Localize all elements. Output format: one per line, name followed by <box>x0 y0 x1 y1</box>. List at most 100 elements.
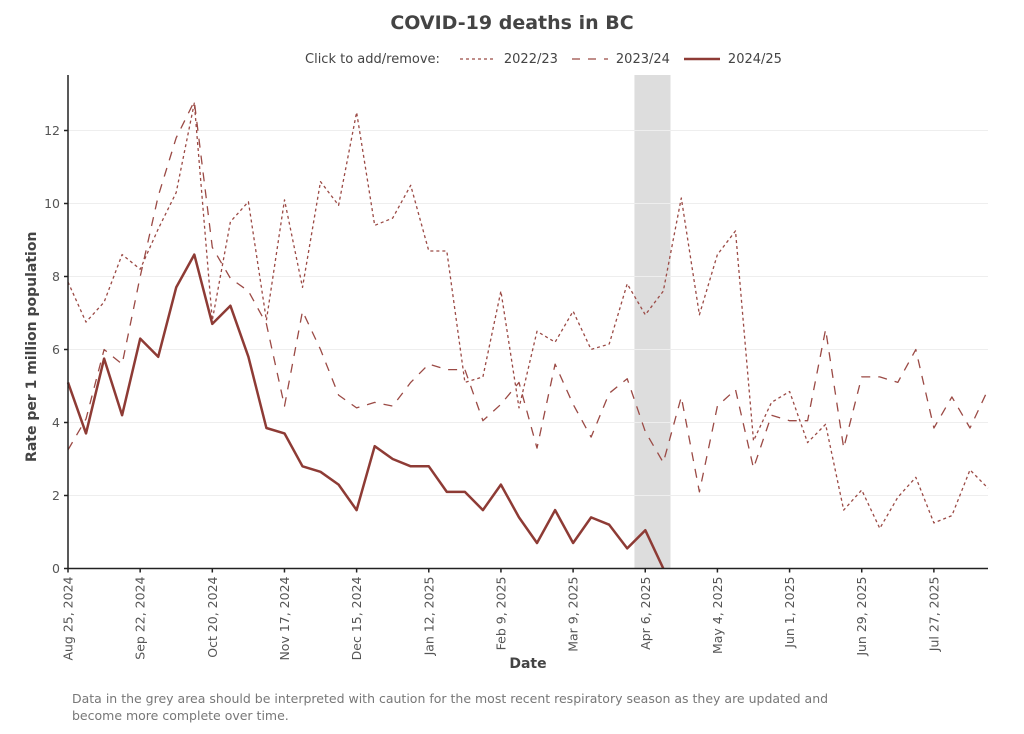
data-point[interactable] <box>173 284 179 290</box>
data-point[interactable] <box>462 367 468 373</box>
data-point[interactable] <box>245 199 251 205</box>
data-point[interactable] <box>354 405 360 411</box>
legend-item-2022-23[interactable]: 2022/23 <box>459 52 558 67</box>
data-point[interactable] <box>552 507 558 513</box>
data-point[interactable] <box>245 288 251 294</box>
data-point[interactable] <box>732 387 738 393</box>
data-point[interactable] <box>805 418 811 424</box>
data-point[interactable] <box>949 513 955 519</box>
data-point[interactable] <box>372 222 378 228</box>
data-point[interactable] <box>841 507 847 513</box>
data-point[interactable] <box>173 190 179 196</box>
data-point[interactable] <box>444 248 450 254</box>
data-point[interactable] <box>570 308 576 314</box>
data-point[interactable] <box>642 312 648 318</box>
data-point[interactable] <box>498 401 504 407</box>
data-point[interactable] <box>787 388 793 394</box>
data-point[interactable] <box>173 135 179 141</box>
data-point[interactable] <box>390 215 396 221</box>
data-point[interactable] <box>678 394 684 400</box>
data-point[interactable] <box>83 319 89 325</box>
data-point[interactable] <box>83 430 89 436</box>
data-point[interactable] <box>209 244 215 250</box>
data-point[interactable] <box>354 109 360 115</box>
data-point[interactable] <box>985 387 991 393</box>
data-point[interactable] <box>119 361 125 367</box>
series-line-2024-25[interactable] <box>66 253 665 570</box>
data-point[interactable] <box>480 418 486 424</box>
data-point[interactable] <box>209 321 215 327</box>
data-point[interactable] <box>787 418 793 424</box>
data-point[interactable] <box>732 228 738 234</box>
data-point[interactable] <box>462 489 468 495</box>
data-point[interactable] <box>967 467 973 473</box>
data-point[interactable] <box>750 465 756 471</box>
data-point[interactable] <box>949 394 955 400</box>
data-point[interactable] <box>859 374 865 380</box>
data-point[interactable] <box>516 379 522 385</box>
data-point[interactable] <box>318 347 324 353</box>
data-point[interactable] <box>606 390 612 396</box>
data-point[interactable] <box>624 281 630 287</box>
data-point[interactable] <box>137 274 143 280</box>
data-point[interactable] <box>606 522 612 528</box>
data-point[interactable] <box>155 226 161 232</box>
data-point[interactable] <box>624 545 630 551</box>
data-point[interactable] <box>552 339 558 345</box>
data-point[interactable] <box>227 303 233 309</box>
data-point[interactable] <box>137 336 143 342</box>
data-point[interactable] <box>588 514 594 520</box>
data-point[interactable] <box>263 425 269 431</box>
data-point[interactable] <box>913 474 919 480</box>
data-point[interactable] <box>660 288 666 294</box>
data-point[interactable] <box>191 252 197 258</box>
data-point[interactable] <box>931 425 937 431</box>
data-point[interactable] <box>769 412 775 418</box>
data-point[interactable] <box>281 403 287 409</box>
legend-item-2023-24[interactable]: 2023/24 <box>571 52 670 67</box>
data-point[interactable] <box>678 195 684 201</box>
data-point[interactable] <box>534 540 540 546</box>
data-point[interactable] <box>714 403 720 409</box>
data-point[interactable] <box>318 469 324 475</box>
data-point[interactable] <box>318 179 324 185</box>
data-point[interactable] <box>408 463 414 469</box>
data-point[interactable] <box>480 507 486 513</box>
data-point[interactable] <box>462 379 468 385</box>
data-point[interactable] <box>877 374 883 380</box>
data-point[interactable] <box>336 482 342 488</box>
data-point[interactable] <box>642 429 648 435</box>
data-point[interactable] <box>300 284 306 290</box>
data-point[interactable] <box>300 463 306 469</box>
data-point[interactable] <box>498 482 504 488</box>
data-point[interactable] <box>372 443 378 449</box>
data-point[interactable] <box>516 514 522 520</box>
data-point[interactable] <box>841 445 847 451</box>
data-point[interactable] <box>227 275 233 281</box>
data-point[interactable] <box>931 520 937 526</box>
data-point[interactable] <box>245 354 251 360</box>
series-line-2023-24[interactable] <box>67 100 989 493</box>
data-point[interactable] <box>227 219 233 225</box>
data-point[interactable] <box>444 367 450 373</box>
data-point[interactable] <box>101 347 107 353</box>
data-point[interactable] <box>588 347 594 353</box>
data-point[interactable] <box>805 440 811 446</box>
data-point[interactable] <box>390 403 396 409</box>
data-point[interactable] <box>823 326 829 332</box>
data-point[interactable] <box>877 525 883 531</box>
data-point[interactable] <box>606 341 612 347</box>
data-point[interactable] <box>191 98 197 104</box>
data-point[interactable] <box>426 463 432 469</box>
data-point[interactable] <box>552 361 558 367</box>
data-point[interactable] <box>534 328 540 334</box>
data-point[interactable] <box>534 445 540 451</box>
data-point[interactable] <box>516 405 522 411</box>
data-point[interactable] <box>696 489 702 495</box>
data-point[interactable] <box>281 430 287 436</box>
data-point[interactable] <box>642 527 648 533</box>
data-point[interactable] <box>895 494 901 500</box>
data-point[interactable] <box>155 354 161 360</box>
data-point[interactable] <box>714 252 720 258</box>
data-point[interactable] <box>300 308 306 314</box>
